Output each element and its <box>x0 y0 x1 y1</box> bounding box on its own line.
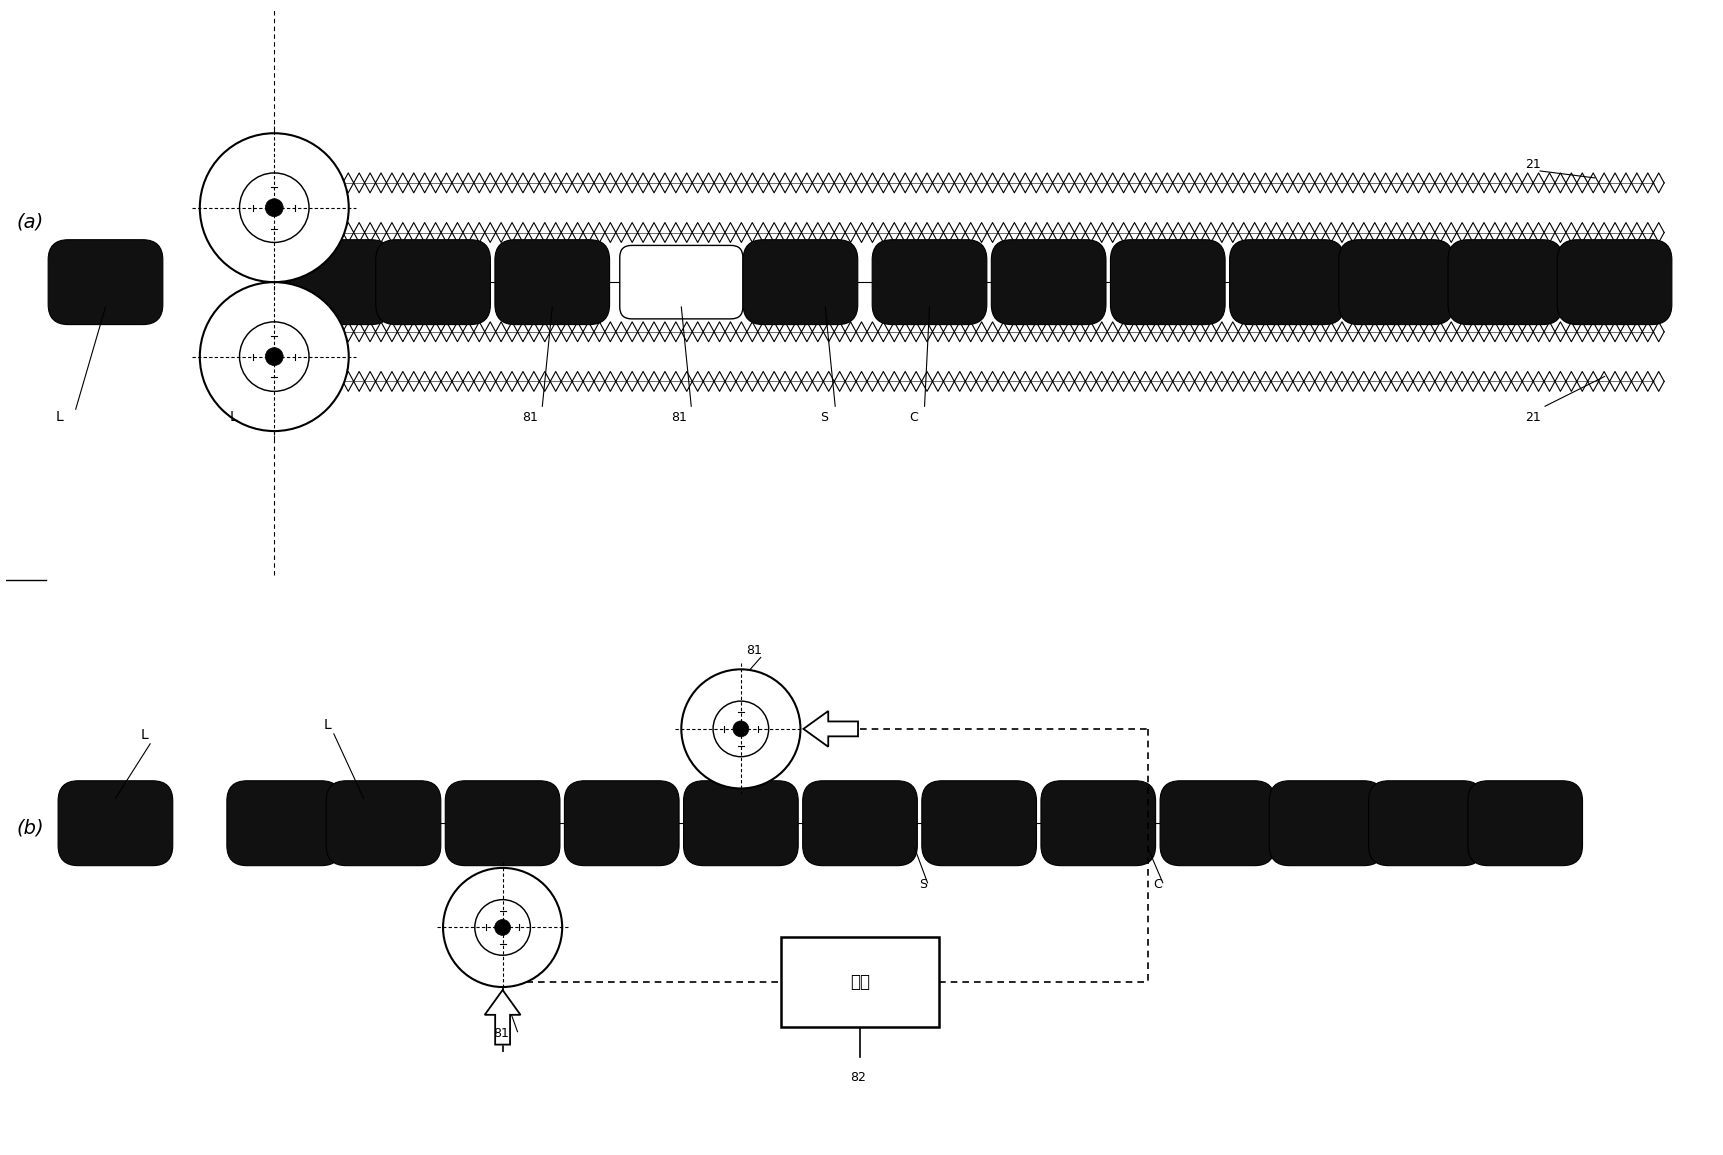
Text: 82: 82 <box>849 1072 865 1085</box>
Text: 21: 21 <box>1525 411 1540 424</box>
Text: S: S <box>820 411 827 424</box>
Text: L: L <box>55 410 64 424</box>
Text: 81: 81 <box>746 644 762 657</box>
Circle shape <box>200 133 348 282</box>
Polygon shape <box>803 711 858 747</box>
Circle shape <box>200 282 348 431</box>
FancyBboxPatch shape <box>682 781 798 865</box>
Circle shape <box>681 670 799 789</box>
Text: 81: 81 <box>493 1027 508 1040</box>
Circle shape <box>732 721 748 737</box>
FancyBboxPatch shape <box>227 781 341 865</box>
FancyBboxPatch shape <box>922 781 1036 865</box>
FancyBboxPatch shape <box>872 240 986 325</box>
Text: C: C <box>1153 878 1161 891</box>
Circle shape <box>495 919 510 936</box>
FancyBboxPatch shape <box>743 240 858 325</box>
Text: L: L <box>140 728 148 742</box>
FancyBboxPatch shape <box>1268 781 1384 865</box>
FancyBboxPatch shape <box>1110 240 1225 325</box>
FancyBboxPatch shape <box>803 781 917 865</box>
Circle shape <box>713 701 768 757</box>
Circle shape <box>474 900 531 955</box>
FancyBboxPatch shape <box>1339 240 1452 325</box>
Text: (b): (b) <box>16 818 43 837</box>
FancyBboxPatch shape <box>1556 240 1671 325</box>
Circle shape <box>443 867 562 988</box>
FancyBboxPatch shape <box>59 781 172 865</box>
FancyBboxPatch shape <box>1160 781 1273 865</box>
FancyBboxPatch shape <box>1368 781 1482 865</box>
FancyBboxPatch shape <box>276 240 391 325</box>
FancyBboxPatch shape <box>376 240 489 325</box>
Text: 21: 21 <box>1525 158 1540 171</box>
Text: 81: 81 <box>522 411 538 424</box>
Text: L: L <box>229 410 238 424</box>
Circle shape <box>265 199 283 217</box>
FancyBboxPatch shape <box>619 245 743 319</box>
FancyBboxPatch shape <box>326 781 441 865</box>
FancyBboxPatch shape <box>48 240 162 325</box>
Circle shape <box>239 173 308 243</box>
Text: (a): (a) <box>16 213 43 231</box>
Bar <box>781 938 939 1027</box>
Circle shape <box>265 348 283 365</box>
Text: L: L <box>324 718 331 732</box>
Circle shape <box>239 322 308 392</box>
FancyBboxPatch shape <box>1466 781 1582 865</box>
Text: C: C <box>910 411 918 424</box>
FancyBboxPatch shape <box>563 781 679 865</box>
FancyBboxPatch shape <box>991 240 1106 325</box>
FancyBboxPatch shape <box>445 781 560 865</box>
Text: 电源: 电源 <box>849 973 870 991</box>
Text: 81: 81 <box>670 411 687 424</box>
FancyBboxPatch shape <box>495 240 610 325</box>
FancyBboxPatch shape <box>1447 240 1561 325</box>
FancyBboxPatch shape <box>1041 781 1154 865</box>
Text: S: S <box>918 878 927 891</box>
FancyBboxPatch shape <box>1228 240 1344 325</box>
Polygon shape <box>484 990 520 1044</box>
